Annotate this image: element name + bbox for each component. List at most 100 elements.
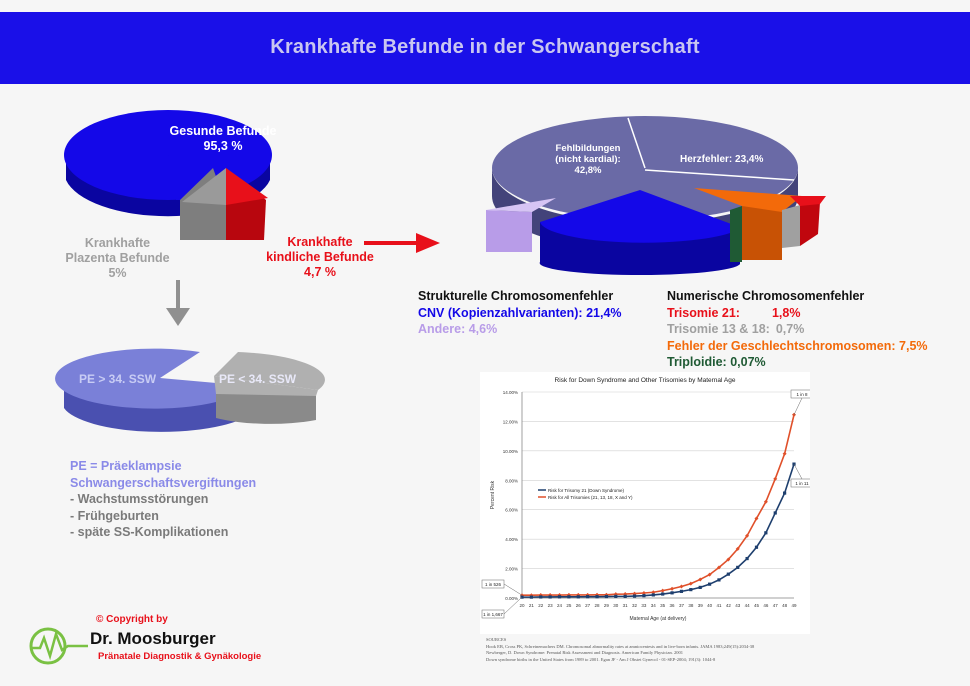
data-point-trisomy21 <box>548 595 552 599</box>
data-point-all-trisomies <box>716 565 721 570</box>
y-tick-label: 2.00% <box>505 567 518 572</box>
y-tick-label: 0.00% <box>505 596 518 601</box>
chart-title: Risk for Down Syndrome and Other Trisomi… <box>555 377 736 384</box>
data-point-all-trisomies <box>763 499 768 504</box>
x-tick-label: 40 <box>707 603 713 608</box>
label-fehlbildungen-line2: (nicht kardial): <box>555 154 621 165</box>
x-tick-label: 36 <box>670 603 676 608</box>
label-kindlich-value: 4,7 % <box>304 265 336 279</box>
data-point-all-trisomies <box>576 592 581 597</box>
annotation-1-in-11: 1 in 11 <box>795 481 809 486</box>
pe-note-5: - späte SS-Komplikationen <box>70 525 229 539</box>
data-point-trisomy21 <box>745 556 749 561</box>
numerical-tri13-value: 0,7% <box>775 322 805 336</box>
data-point-trisomy21 <box>783 491 787 495</box>
y-tick-label: 8.00% <box>505 478 518 483</box>
pe-pie-slice-gt <box>55 348 250 409</box>
x-tick-label: 37 <box>679 603 685 608</box>
pe-note-1: PE = Präeklampsie <box>70 459 182 473</box>
data-point-trisomy21 <box>614 594 618 598</box>
numerical-tri13-label: Trisomie 13 & 18: <box>667 322 770 336</box>
legend-entry: Risk for All Trisomies (21, 13, 18, X an… <box>548 495 633 500</box>
data-point-trisomy21 <box>604 594 609 599</box>
right-pie-slice-andere-top <box>486 198 556 212</box>
x-tick-label: 46 <box>763 603 769 608</box>
x-tick-label: 20 <box>519 603 525 608</box>
label-pe-gt: PE > 34. SSW <box>79 372 157 386</box>
data-point-all-trisomies <box>698 577 703 582</box>
structural-cnv: CNV (Kopienzahlvarianten): 21,4% <box>418 305 622 320</box>
x-tick-label: 39 <box>698 603 704 608</box>
x-tick-label: 28 <box>595 603 601 608</box>
structural-list: Strukturelle Chromosomenfehler CNV (Kopi… <box>418 288 622 338</box>
x-tick-label: 25 <box>566 603 572 608</box>
right-pie-slice-triploidie <box>730 206 742 262</box>
series-line-trisomy21 <box>522 463 795 598</box>
data-point-all-trisomies <box>707 572 712 577</box>
pe-note-4: - Frühgeburten <box>70 508 159 523</box>
x-tick-label: 44 <box>745 603 751 608</box>
pe-pie <box>55 348 325 432</box>
gray-arrow <box>166 280 190 326</box>
pe-pie-slice-lt-side <box>216 392 316 424</box>
data-point-trisomy21 <box>717 578 721 582</box>
data-point-trisomy21 <box>726 572 730 576</box>
x-tick-label: 34 <box>651 603 657 608</box>
label-fehlbildungen-value: 42,8% <box>574 165 602 176</box>
right-pie-slice-geschlecht-top <box>694 188 802 212</box>
numerical-title: Numerische Chromosomenfehler <box>667 289 865 303</box>
x-tick-label: 27 <box>585 603 591 608</box>
x-tick-label: 35 <box>660 603 666 608</box>
x-tick-label: 47 <box>773 603 779 608</box>
label-kindlich-line1: Krankhafte <box>287 235 353 249</box>
x-tick-label: 41 <box>716 603 722 608</box>
right-pie-slice-tri21 <box>800 202 820 246</box>
data-point-all-trisomies <box>641 590 646 595</box>
line-chart: Risk for Down Syndrome and Other Trisomi… <box>481 377 810 622</box>
data-point-trisomy21 <box>707 582 712 586</box>
data-point-trisomy21 <box>557 595 562 599</box>
source-line-2: Newberger, D. Down Syndrome: Prenatal Ri… <box>486 650 683 655</box>
x-tick-label: 32 <box>632 603 638 608</box>
annotation-leader <box>793 397 803 415</box>
data-point-trisomy21 <box>698 585 702 590</box>
pe-note-2: Schwangerschaftsvergiftungen <box>70 475 257 490</box>
data-point-trisomy21 <box>529 595 533 599</box>
pe-notes: PE = Präeklampsie Schwangerschaftsvergif… <box>70 458 256 541</box>
data-point-all-trisomies <box>745 533 750 538</box>
data-point-trisomy21 <box>754 545 759 549</box>
left-pie <box>64 110 272 240</box>
label-kindlich-line2: kindliche Befunde <box>266 250 374 264</box>
label-kindlich: Krankhafte kindliche Befunde 4,7 % <box>240 235 400 280</box>
logo-icon <box>29 627 88 665</box>
label-plazenta-line2: Plazenta Befunde <box>65 251 170 265</box>
x-tick-label: 49 <box>791 603 797 608</box>
data-point-trisomy21 <box>623 594 627 598</box>
numerical-tri21-label: Trisomie 21: <box>667 305 740 320</box>
label-gesunde-value: 95,3 % <box>203 139 243 153</box>
series-line-all-trisomies <box>522 414 795 597</box>
left-pie-slice-plazenta-top <box>182 168 226 205</box>
label-fehlbildungen: Fehlbildungen (nicht kardial): 42,8% <box>538 143 638 176</box>
left-pie-slice-kindlich-top <box>226 168 268 205</box>
x-axis-label: Maternal Age (at delivery) <box>630 616 687 622</box>
data-point-all-trisomies <box>735 546 740 551</box>
data-point-trisomy21 <box>736 565 740 569</box>
header-banner: Krankhafte Befunde in der Schwangerschaf… <box>0 12 970 84</box>
data-point-all-trisomies <box>670 586 675 591</box>
y-axis-label: Percent Risk <box>490 480 496 509</box>
data-point-trisomy21 <box>567 595 571 599</box>
data-point-all-trisomies <box>726 557 731 562</box>
annotation-leader <box>503 583 523 596</box>
x-tick-label: 30 <box>613 603 619 608</box>
structural-andere: Andere: 4,6% <box>418 322 498 336</box>
numerical-triploidie: Triploidie: 0,07% <box>667 355 766 369</box>
x-tick-label: 48 <box>782 603 788 608</box>
data-point-all-trisomies <box>660 588 665 593</box>
y-tick-label: 6.00% <box>505 508 518 513</box>
data-point-trisomy21 <box>539 595 543 599</box>
data-point-trisomy21 <box>689 588 693 592</box>
x-tick-label: 43 <box>735 603 741 608</box>
data-point-all-trisomies <box>688 581 693 586</box>
